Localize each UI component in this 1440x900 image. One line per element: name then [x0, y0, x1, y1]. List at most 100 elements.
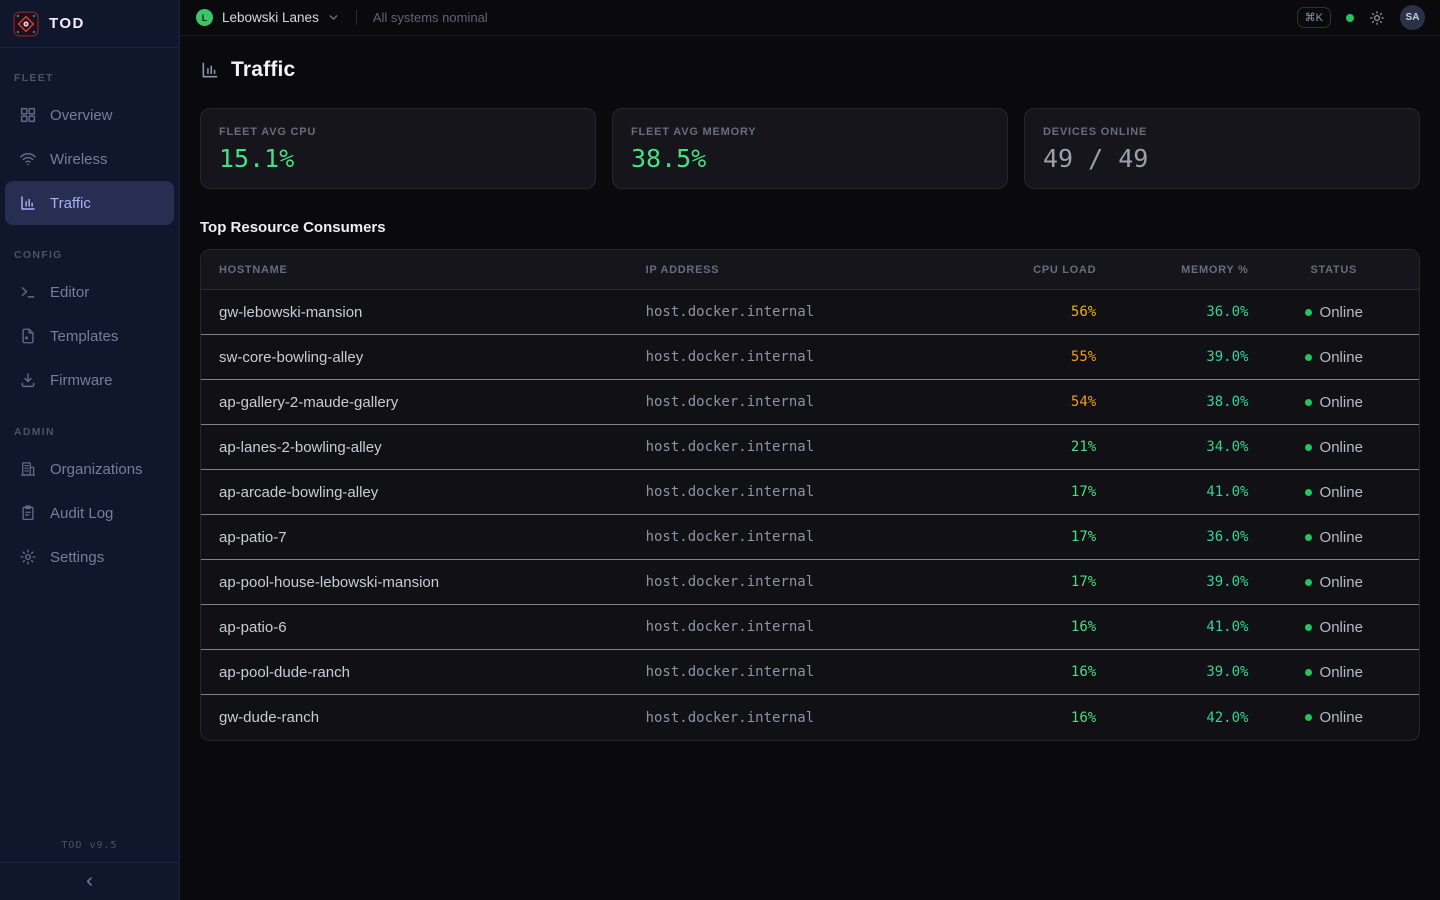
status-text: Online: [1320, 709, 1363, 726]
cell-memory: 39.0%: [1096, 574, 1248, 590]
cell-cpu-load: 56%: [974, 304, 1096, 320]
page-title: Traffic: [231, 58, 295, 82]
system-status-text: All systems nominal: [373, 10, 488, 25]
nav-section-label: CONFIG: [0, 249, 179, 261]
sidebar-item-label: Overview: [50, 107, 113, 124]
cell-hostname: ap-pool-house-lebowski-mansion: [201, 574, 646, 591]
column-header-hostname: HOSTNAME: [201, 264, 646, 276]
table-row[interactable]: ap-patio-6host.docker.internal16%41.0%On…: [201, 605, 1419, 650]
table-row[interactable]: ap-arcade-bowling-alleyhost.docker.inter…: [201, 470, 1419, 515]
stat-card-fleet-avg-cpu: FLEET AVG CPU15.1%: [200, 108, 596, 189]
cell-ip-address: host.docker.internal: [646, 529, 975, 545]
sidebar-item-wireless[interactable]: Wireless: [5, 137, 174, 181]
status-text: Online: [1320, 664, 1363, 681]
cell-cpu-load: 17%: [974, 484, 1096, 500]
stat-card-label: DEVICES ONLINE: [1043, 126, 1401, 138]
cell-hostname: ap-arcade-bowling-alley: [201, 484, 646, 501]
sidebar-item-label: Settings: [50, 549, 104, 566]
cell-ip-address: host.docker.internal: [646, 439, 975, 455]
chart-bars-icon: [19, 194, 37, 212]
online-dot-icon: [1305, 669, 1312, 676]
app-logo[interactable]: TOD: [0, 0, 179, 48]
wifi-icon: [19, 150, 37, 168]
main-area: L Lebowski Lanes All systems nominal ⌘K …: [180, 0, 1440, 900]
column-header-cpu-load: CPU LOAD: [974, 264, 1096, 276]
cell-cpu-load: 16%: [974, 710, 1096, 726]
sidebar-item-templates[interactable]: Templates: [5, 314, 174, 358]
nav-section-label: ADMIN: [0, 426, 179, 438]
cell-memory: 36.0%: [1096, 529, 1248, 545]
online-dot-icon: [1305, 714, 1312, 721]
cell-hostname: ap-pool-dude-ranch: [201, 664, 646, 681]
sidebar-item-overview[interactable]: Overview: [5, 93, 174, 137]
cell-hostname: ap-lanes-2-bowling-alley: [201, 439, 646, 456]
cell-cpu-load: 55%: [974, 349, 1096, 365]
online-dot-icon: [1305, 399, 1312, 406]
user-avatar[interactable]: SA: [1400, 5, 1425, 30]
chart-bars-icon: [200, 60, 220, 80]
page-content: Traffic FLEET AVG CPU15.1% FLEET AVG MEMO…: [180, 36, 1440, 741]
sidebar-item-firmware[interactable]: Firmware: [5, 358, 174, 402]
cell-status: Online: [1248, 304, 1419, 321]
stat-card-value: 38.5%: [631, 144, 989, 173]
cell-hostname: gw-dude-ranch: [201, 709, 646, 726]
status-text: Online: [1320, 484, 1363, 501]
sidebar-item-label: Editor: [50, 284, 89, 301]
table-row[interactable]: ap-lanes-2-bowling-alleyhost.docker.inte…: [201, 425, 1419, 470]
sidebar-item-traffic[interactable]: Traffic: [5, 181, 174, 225]
cell-status: Online: [1248, 574, 1419, 591]
online-dot-icon: [1305, 624, 1312, 631]
status-text: Online: [1320, 574, 1363, 591]
cell-ip-address: host.docker.internal: [646, 304, 975, 320]
table-row[interactable]: sw-core-bowling-alleyhost.docker.interna…: [201, 335, 1419, 380]
cell-status: Online: [1248, 484, 1419, 501]
cell-ip-address: host.docker.internal: [646, 619, 975, 635]
sidebar-item-editor[interactable]: Editor: [5, 270, 174, 314]
cell-memory: 41.0%: [1096, 619, 1248, 635]
cell-cpu-load: 16%: [974, 664, 1096, 680]
stat-card-label: FLEET AVG CPU: [219, 126, 577, 138]
sidebar-item-audit-log[interactable]: Audit Log: [5, 491, 174, 535]
sidebar-item-organizations[interactable]: Organizations: [5, 447, 174, 491]
cell-status: Online: [1248, 394, 1419, 411]
command-palette-button[interactable]: ⌘K: [1297, 7, 1331, 28]
stat-card-label: FLEET AVG MEMORY: [631, 126, 989, 138]
sidebar-item-settings[interactable]: Settings: [5, 535, 174, 579]
column-header-ip-address: IP ADDRESS: [646, 264, 975, 276]
sidebar-item-label: Templates: [50, 328, 118, 345]
org-switcher[interactable]: L Lebowski Lanes: [196, 9, 340, 26]
stat-card-devices-online: DEVICES ONLINE49 / 49: [1024, 108, 1420, 189]
cell-status: Online: [1248, 619, 1419, 636]
table-row[interactable]: ap-pool-house-lebowski-mansionhost.docke…: [201, 560, 1419, 605]
cell-hostname: gw-lebowski-mansion: [201, 304, 646, 321]
app-root: TOD FLEETOverviewWirelessTrafficCONFIGEd…: [0, 0, 1440, 900]
cell-memory: 41.0%: [1096, 484, 1248, 500]
sidebar-item-label: Audit Log: [50, 505, 113, 522]
table-row[interactable]: ap-pool-dude-ranchhost.docker.internal16…: [201, 650, 1419, 695]
column-header-status: STATUS: [1248, 264, 1419, 276]
top-bar: L Lebowski Lanes All systems nominal ⌘K …: [180, 0, 1440, 36]
clipboard-icon: [19, 504, 37, 522]
sidebar: TOD FLEETOverviewWirelessTrafficCONFIGEd…: [0, 0, 180, 900]
building-icon: [19, 460, 37, 478]
gear-icon: [19, 548, 37, 566]
connection-status-dot: [1346, 14, 1354, 22]
chevron-down-icon: [327, 11, 340, 24]
cell-hostname: ap-patio-7: [201, 529, 646, 546]
cell-memory: 34.0%: [1096, 439, 1248, 455]
stat-cards: FLEET AVG CPU15.1% FLEET AVG MEMORY 38.5% D…: [200, 108, 1420, 189]
cell-memory: 39.0%: [1096, 664, 1248, 680]
cell-cpu-load: 21%: [974, 439, 1096, 455]
table-row[interactable]: gw-lebowski-mansionhost.docker.internal5…: [201, 290, 1419, 335]
cell-status: Online: [1248, 664, 1419, 681]
table-row[interactable]: ap-patio-7host.docker.internal17%36.0%On…: [201, 515, 1419, 560]
table-row[interactable]: gw-dude-ranchhost.docker.internal16%42.0…: [201, 695, 1419, 740]
table-row[interactable]: ap-gallery-2-maude-galleryhost.docker.in…: [201, 380, 1419, 425]
cell-cpu-load: 17%: [974, 529, 1096, 545]
status-text: Online: [1320, 394, 1363, 411]
online-dot-icon: [1305, 579, 1312, 586]
theme-toggle-button[interactable]: [1369, 10, 1385, 26]
org-name: Lebowski Lanes: [222, 10, 319, 25]
online-dot-icon: [1305, 534, 1312, 541]
sidebar-collapse-button[interactable]: [0, 862, 179, 900]
